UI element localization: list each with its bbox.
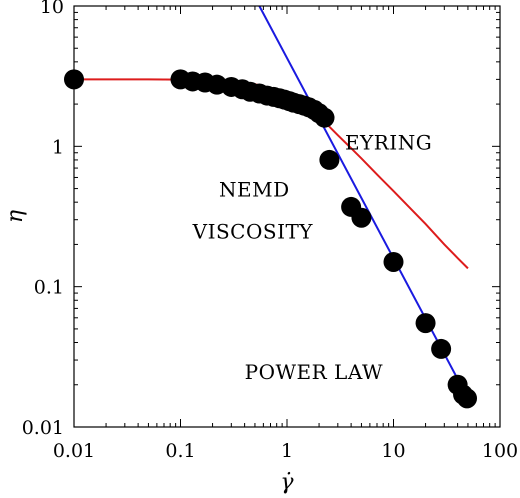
x-tick-label: 0.01 bbox=[53, 440, 95, 462]
x-tick-label: 100 bbox=[482, 440, 518, 462]
data-point bbox=[457, 388, 478, 409]
curves-layer bbox=[74, 6, 469, 399]
power-law-line bbox=[258, 6, 469, 399]
x-tick-label: 0.1 bbox=[165, 440, 195, 462]
annotation-label: VISCOSITY bbox=[192, 220, 314, 244]
annotation-label: POWER LAW bbox=[245, 360, 383, 384]
data-point bbox=[314, 107, 335, 128]
y-tick-label: 1 bbox=[52, 136, 64, 158]
y-tick-label: 0.1 bbox=[34, 277, 64, 299]
data-point bbox=[319, 149, 340, 170]
tick-labels-layer: 0.01 0.1 1 10 100 0.01 0.1 1 10 bbox=[22, 0, 518, 462]
x-tick-label: 1 bbox=[281, 440, 293, 462]
annotation-label: EYRING bbox=[345, 130, 432, 154]
points-layer bbox=[64, 69, 478, 409]
y-axis-label: η bbox=[3, 210, 28, 223]
annotation-label: NEMD bbox=[219, 177, 290, 201]
x-tick-label: 10 bbox=[381, 440, 405, 462]
data-point bbox=[415, 313, 436, 334]
y-tick-label: 0.01 bbox=[22, 417, 64, 439]
x-axis-label: γ̇ bbox=[280, 470, 294, 495]
data-point bbox=[351, 207, 372, 228]
ticks-layer bbox=[73, 5, 501, 428]
annotations-layer: EYRING NEMD VISCOSITY POWER LAW bbox=[192, 130, 432, 384]
data-point bbox=[431, 338, 452, 359]
data-point bbox=[383, 251, 404, 272]
y-tick-label: 10 bbox=[40, 0, 64, 18]
